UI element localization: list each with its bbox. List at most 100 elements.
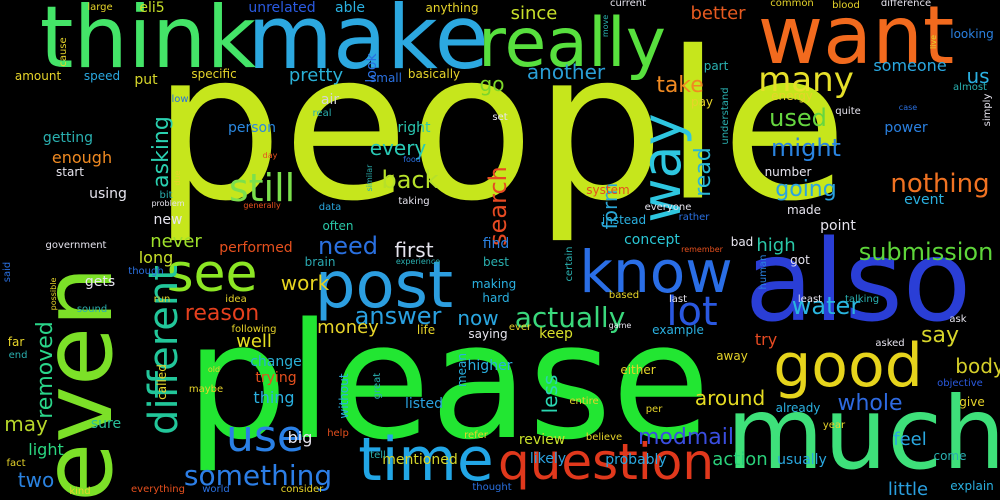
word-remember: remember <box>681 245 723 254</box>
word-almost: almost <box>953 82 987 93</box>
word-usually: usually <box>777 452 827 468</box>
word-still: still <box>228 166 296 210</box>
word-following: following <box>231 324 277 335</box>
word-bad: bad <box>730 235 754 249</box>
word-sound: sound <box>76 304 108 315</box>
word-basically: basically <box>407 67 461 81</box>
word-getting: getting <box>42 130 94 146</box>
word-amount: amount <box>14 69 62 83</box>
word-answer: answer <box>354 302 442 330</box>
word-number: number <box>764 165 812 179</box>
word-cause: cause <box>58 37 69 67</box>
word-really: really <box>478 4 666 83</box>
word-taking: taking <box>398 196 430 207</box>
word-everything: everything <box>131 484 185 495</box>
word-entire: entire <box>569 396 599 407</box>
word-going: going <box>775 177 837 202</box>
word-human: human <box>758 254 769 290</box>
word-called: called <box>155 364 169 400</box>
word-looking: looking <box>950 27 994 41</box>
word-probably: probably <box>605 452 667 468</box>
word-first: first <box>394 238 434 262</box>
word-everyone: everyone <box>644 202 692 213</box>
word-tell: tell <box>370 450 386 461</box>
word-mentioned: mentioned <box>382 452 458 468</box>
word-old: old <box>207 365 221 374</box>
word-people: people <box>152 8 848 247</box>
word-ever: ever <box>508 322 532 333</box>
word-put: put <box>134 72 158 88</box>
word-new: new <box>153 212 183 228</box>
word-now: now <box>457 306 499 330</box>
word-long: long <box>138 248 174 267</box>
word-fact: fact <box>6 458 26 469</box>
word-brain: brain <box>304 255 336 269</box>
word-move: move <box>601 14 610 38</box>
word-removed: removed <box>33 321 58 419</box>
word-idea: idea <box>225 294 247 305</box>
word-higher: higher <box>467 358 513 374</box>
word-though: though <box>128 266 164 277</box>
word-work: work <box>280 271 330 295</box>
word-around: around <box>694 386 766 410</box>
word-got: got <box>790 253 810 267</box>
word-possible: possible <box>49 277 58 311</box>
word-action: action <box>712 449 768 470</box>
word-similar: similar <box>365 164 374 192</box>
word-maybe: maybe <box>188 384 224 395</box>
word-energy: energy <box>771 89 813 103</box>
word-see: see <box>166 244 258 304</box>
word-time: time <box>358 425 494 495</box>
word-thing: thing <box>253 388 295 407</box>
word-unrelated: unrelated <box>248 0 316 16</box>
word-start: start <box>56 165 84 179</box>
word-part: part <box>703 59 729 73</box>
word-generally: generally <box>243 201 281 210</box>
word-due: due <box>173 170 182 186</box>
word-may: may <box>4 412 48 436</box>
word-quite: quite <box>835 106 861 117</box>
word-every: every <box>369 136 427 160</box>
word-submission: submission <box>858 238 994 266</box>
word-small: small <box>370 71 402 85</box>
word-refer: refer <box>464 430 488 441</box>
word-eli5: eli5 <box>139 0 165 16</box>
word-certain: certain <box>564 246 575 282</box>
word-right: right <box>397 120 431 136</box>
word-light: light <box>28 440 64 459</box>
word-body: body <box>955 354 1000 378</box>
word-data: data <box>318 202 342 213</box>
word-power: power <box>884 120 928 136</box>
word-great: great <box>372 372 383 400</box>
word-last: last <box>668 294 688 305</box>
word-case: case <box>898 103 918 112</box>
word-something: something <box>183 459 333 492</box>
word-gets: gets <box>84 274 116 290</box>
word-government: government <box>45 240 107 251</box>
word-review: review <box>518 432 566 448</box>
word-food: food <box>403 155 421 164</box>
word-think: think <box>39 0 257 88</box>
word-pay: pay <box>690 95 714 109</box>
word-year: year <box>822 420 846 431</box>
word-go: go <box>479 72 505 96</box>
word-nothing: nothing <box>890 169 990 199</box>
word-bit: bit <box>159 190 173 201</box>
word-performed: performed <box>219 240 293 256</box>
word-thought: thought <box>472 482 512 493</box>
word-come: come <box>933 449 967 463</box>
word-difference: difference <box>880 0 932 9</box>
word-event: event <box>904 192 944 208</box>
word-make: make <box>247 0 489 89</box>
word-take: take <box>656 73 704 98</box>
word-real: real <box>312 108 332 119</box>
word-making: making <box>471 277 517 291</box>
word-search: search <box>484 166 512 246</box>
word-kind: kind <box>69 486 91 497</box>
word-good: good <box>773 331 923 401</box>
word-said: said <box>2 261 13 283</box>
word-likely: likely <box>529 451 567 467</box>
word-system: system <box>586 183 630 197</box>
word-post: post <box>314 249 454 323</box>
word-believe: believe <box>585 432 623 443</box>
